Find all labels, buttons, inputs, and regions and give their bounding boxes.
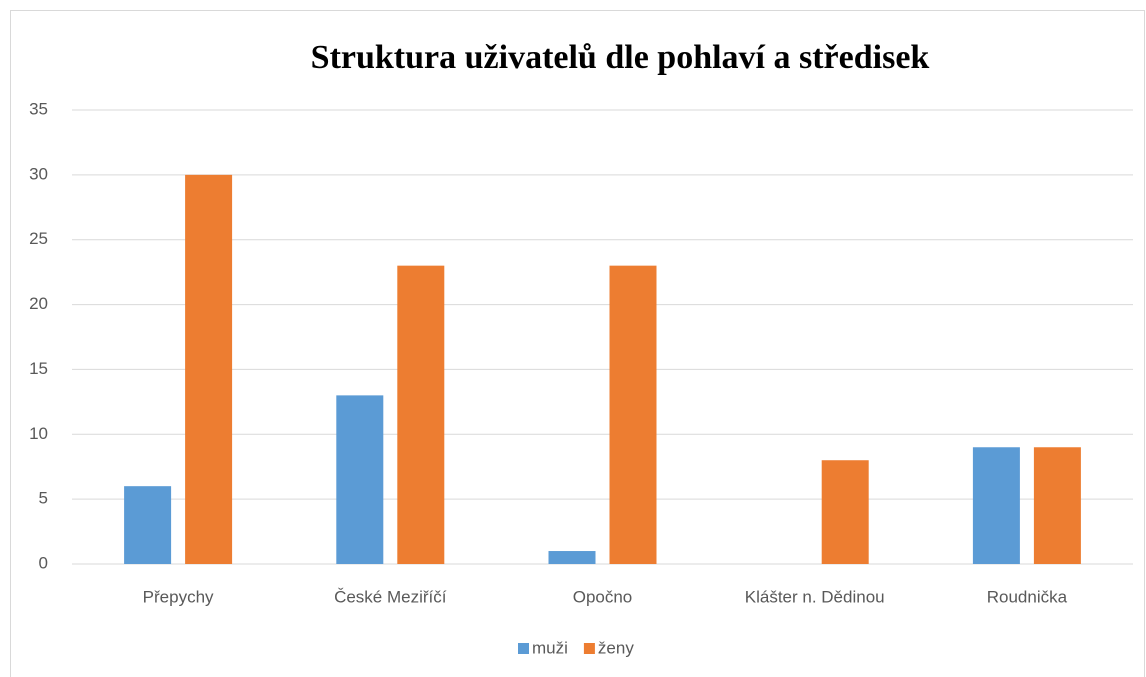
legend-swatch: [583, 643, 595, 654]
x-tick-label: Klášter n. Dědinou: [745, 587, 885, 606]
bar: [609, 265, 657, 564]
legend-swatch: [518, 643, 529, 654]
bar: [397, 265, 445, 564]
x-tick-label: Přepychy: [143, 587, 214, 606]
bar: [972, 447, 1020, 564]
legend-label: ženy: [598, 638, 634, 657]
chart-border: [10, 10, 1145, 677]
y-tick-label: 20: [29, 294, 48, 313]
y-tick-label: 10: [29, 424, 48, 443]
bar: [548, 551, 596, 564]
legend-label: muži: [532, 638, 568, 657]
bar: [1033, 447, 1081, 564]
y-tick-label: 25: [29, 229, 48, 248]
x-tick-label: Opočno: [573, 587, 633, 606]
y-tick-label: 30: [29, 164, 48, 183]
chart-title: Struktura uživatelů dle pohlaví a středi…: [311, 39, 930, 76]
y-tick-label: 0: [39, 553, 48, 572]
y-tick-label: 5: [39, 489, 48, 508]
bar: [185, 174, 233, 564]
x-tick-label: České Meziříčí: [334, 587, 447, 606]
y-tick-label: 15: [29, 359, 48, 378]
x-tick-label: Roudnička: [987, 587, 1068, 606]
y-tick-label: 35: [29, 99, 48, 118]
bar: [124, 486, 172, 564]
bar: [821, 460, 869, 564]
bar: [336, 395, 384, 564]
